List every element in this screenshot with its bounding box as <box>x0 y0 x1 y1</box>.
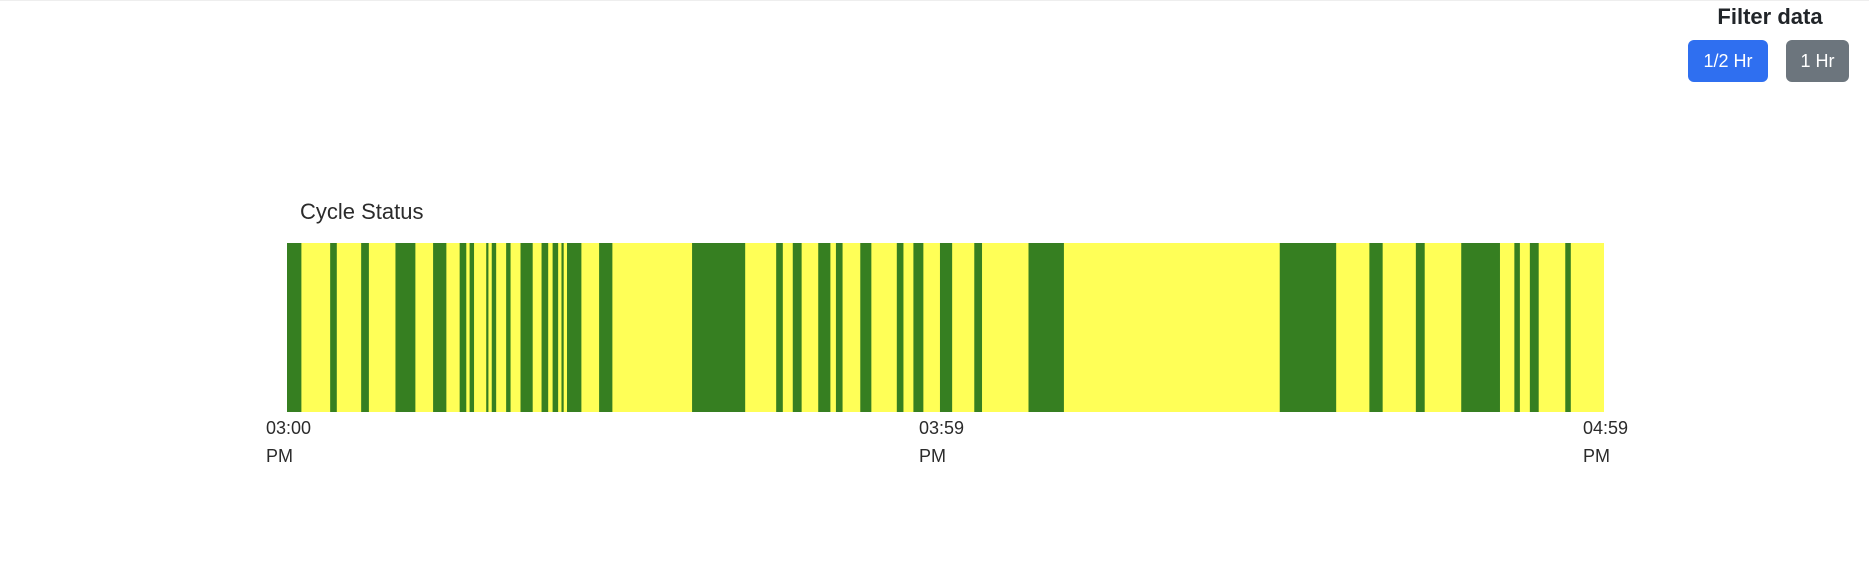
x-tick-label-start: 03:00 PM <box>266 414 311 470</box>
x-tick-time: 03:59 <box>918 418 964 438</box>
timeline-segment-green-19 <box>818 243 831 412</box>
timeline-segment-green-20 <box>835 243 843 412</box>
x-tick-ampm: PM <box>918 446 946 466</box>
timeline-segment-green-16 <box>692 243 746 412</box>
timeline-segment-green-22 <box>896 243 904 412</box>
x-tick-label-end: 04:59 PM <box>1583 414 1628 470</box>
one-hour-button[interactable]: 1 Hr <box>1786 40 1849 82</box>
x-tick-time: 03:00 <box>266 418 312 438</box>
timeline-segment-green-4 <box>433 243 447 412</box>
half-hour-button[interactable]: 1/2 Hr <box>1688 40 1768 82</box>
timeline-segment-green-2 <box>361 243 369 412</box>
filter-panel: Filter data 1/2 Hr 1 Hr <box>1680 0 1869 90</box>
timeline-segment-green-21 <box>860 243 872 412</box>
timeline-segment-green-0 <box>287 243 302 412</box>
timeline-segment-green-15 <box>599 243 613 412</box>
timeline-segment-green-24 <box>939 243 953 412</box>
top-divider <box>0 0 1869 1</box>
timeline-segment-green-1 <box>330 243 337 412</box>
timeline-segment-green-5 <box>459 243 467 412</box>
timeline-segment-green-23 <box>913 243 924 412</box>
timeline-segment-green-26 <box>1028 243 1064 412</box>
timeline-segment-green-13 <box>561 243 564 412</box>
x-tick-time: 04:59 <box>1583 418 1629 438</box>
timeline-segment-green-6 <box>469 243 475 412</box>
timeline-segment-green-11 <box>541 243 549 412</box>
timeline-segment-green-27 <box>1279 243 1337 412</box>
timeline-segment-green-12 <box>552 243 559 412</box>
x-tick-label-middle: 03:59 PM <box>919 414 964 470</box>
timeline-segment-green-29 <box>1415 243 1425 412</box>
timeline-segment-green-14 <box>567 243 582 412</box>
timeline-segment-green-3 <box>395 243 416 412</box>
timeline-segment-green-10 <box>520 243 533 412</box>
timeline-segment-green-30 <box>1461 243 1500 412</box>
x-tick-ampm: PM <box>266 446 293 466</box>
timeline-segment-green-17 <box>776 243 783 412</box>
timeline-segment-green-31 <box>1514 243 1520 412</box>
timeline-segment-green-7 <box>486 243 489 412</box>
timeline-segment-green-18 <box>792 243 802 412</box>
timeline-segment-green-8 <box>491 243 497 412</box>
timeline-segment-green-32 <box>1529 243 1539 412</box>
timeline-segment-green-33 <box>1565 243 1571 412</box>
filter-title: Filter data <box>1717 4 1823 29</box>
chart-title: Cycle Status <box>300 199 424 224</box>
x-tick-ampm: PM <box>1583 446 1610 466</box>
timeline-segment-green-28 <box>1369 243 1383 412</box>
timeline-segment-green-25 <box>974 243 983 412</box>
timeline-segment-green-9 <box>506 243 511 412</box>
